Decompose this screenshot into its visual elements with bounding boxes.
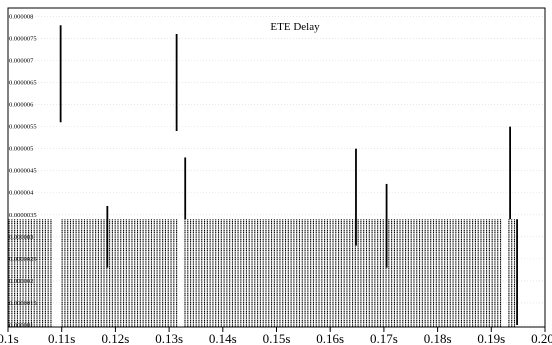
- y-tick-label: 0.000003: [9, 234, 33, 241]
- x-tick-label: 0.14s: [209, 331, 237, 345]
- x-tick-label: 0.12s: [101, 331, 129, 345]
- x-tick-label: 0.19s: [477, 331, 505, 345]
- y-tick-label: 0.0000065: [9, 80, 37, 87]
- x-axis-ticks: 0.1s 0.11s 0.12s 0.13s 0.14s 0.15s 0.16s 0.17s 0…: [0, 327, 552, 345]
- chart-title: ETE Delay: [270, 21, 320, 33]
- x-tick-label: 0.1s: [0, 331, 19, 345]
- x-tick-label: 0.16s: [316, 331, 344, 345]
- y-tick-label: 0.000007: [9, 57, 34, 64]
- y-tick-label: 0.000008: [9, 13, 33, 20]
- delay-spikes: [59, 25, 518, 325]
- y-tick-label: 0.0000035: [9, 212, 37, 219]
- x-tick-label: 0.18s: [424, 331, 452, 345]
- y-tick-label: 0.0000045: [9, 168, 37, 175]
- x-tick-label: 0.17s: [370, 331, 398, 345]
- y-tick-label: 0.0000025: [9, 256, 37, 263]
- y-tick-label: 0.000004: [9, 190, 34, 197]
- y-tick-label: 0.000006: [9, 102, 34, 109]
- y-tick-label: 0.000002: [9, 278, 33, 285]
- y-tick-label: 0.0000015: [9, 300, 37, 307]
- y-tick-label: 0.000001: [9, 322, 33, 329]
- x-tick-label: 0.11s: [48, 331, 75, 345]
- y-axis-ticks: 0.000001 0.0000015 0.000002 0.0000025 0.0000…: [9, 13, 37, 329]
- x-tick-label: 0.13s: [155, 331, 183, 345]
- y-tick-label: 0.0000055: [9, 124, 37, 131]
- y-tick-label: 0.000005: [9, 146, 33, 153]
- x-tick-label: 0.15s: [263, 331, 291, 345]
- y-tick-label: 0.0000075: [9, 35, 37, 42]
- x-tick-label: 0.20s: [531, 331, 552, 345]
